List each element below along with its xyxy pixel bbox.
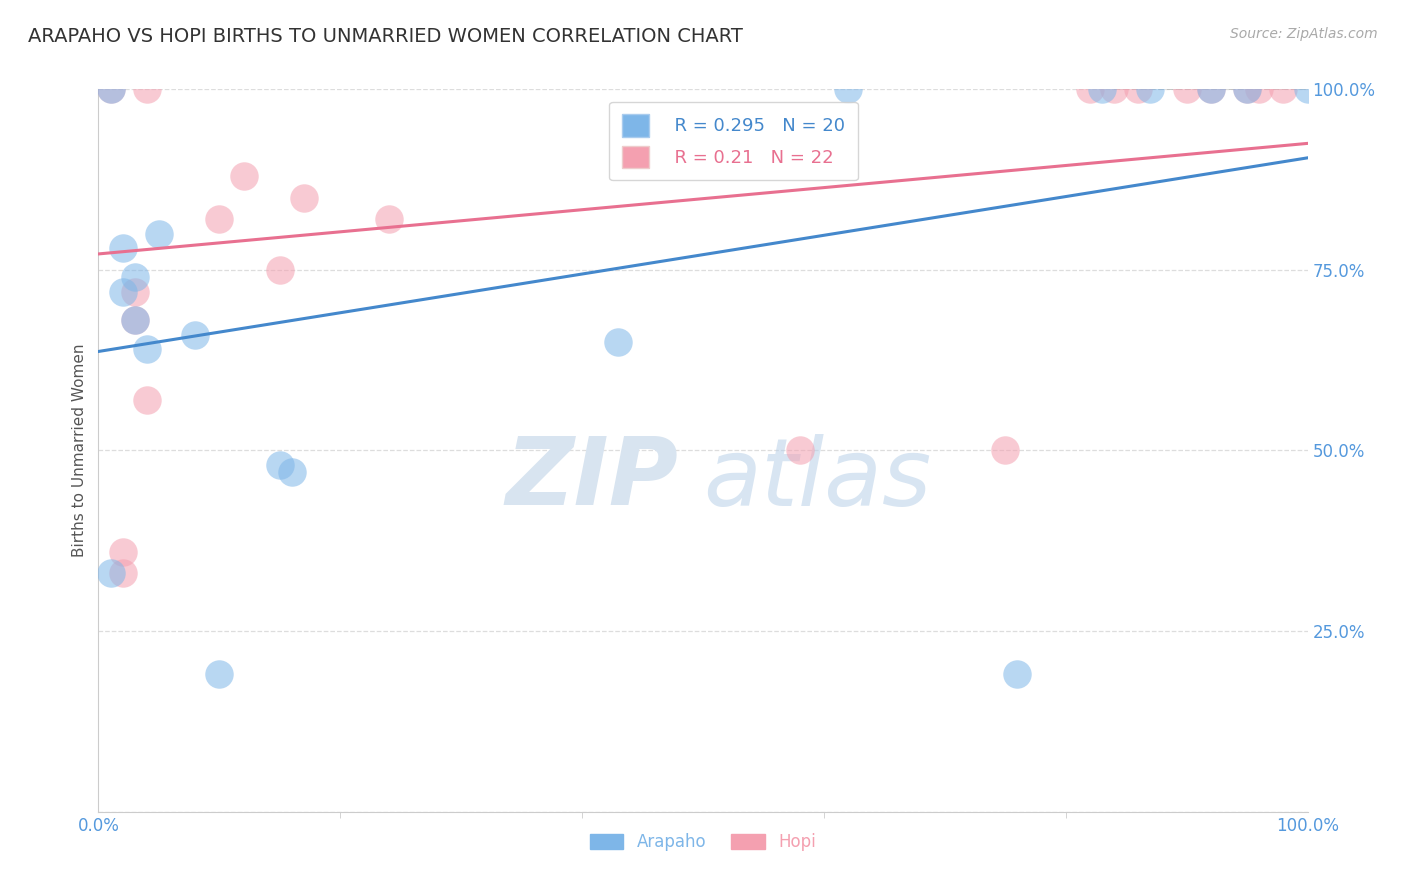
Point (1272, 82, 1295, 96)
Point (1139, 82, 1161, 96)
Point (1078, 82, 1101, 96)
Point (1236, 82, 1258, 96)
Point (124, 270, 146, 285)
Point (994, 443, 1017, 458)
Text: atlas: atlas (703, 434, 931, 524)
Point (111, 566, 134, 581)
Point (208, 212, 231, 227)
Point (111, 285, 134, 299)
Point (100, 82, 122, 96)
Legend: Arapaho, Hopi: Arapaho, Hopi (583, 826, 823, 857)
Point (607, 334, 630, 349)
Point (789, 443, 811, 458)
Point (232, 169, 254, 183)
Text: Source: ZipAtlas.com: Source: ZipAtlas.com (1230, 27, 1378, 41)
Point (111, 544, 134, 558)
Point (184, 327, 207, 342)
Point (208, 667, 231, 681)
Point (292, 191, 315, 205)
Point (124, 313, 146, 327)
Point (269, 458, 291, 472)
Y-axis label: Births to Unmarried Women: Births to Unmarried Women (72, 343, 87, 558)
Point (1007, 667, 1029, 681)
Point (135, 392, 157, 407)
Point (135, 82, 157, 96)
Point (377, 212, 399, 227)
Point (1091, 82, 1114, 96)
Point (1102, 82, 1125, 96)
Point (124, 313, 146, 327)
Point (269, 262, 291, 277)
Text: ZIP: ZIP (506, 434, 679, 525)
Point (1128, 82, 1150, 96)
Point (1199, 82, 1222, 96)
Point (1296, 82, 1319, 96)
Point (281, 465, 304, 479)
Text: ARAPAHO VS HOPI BIRTHS TO UNMARRIED WOMEN CORRELATION CHART: ARAPAHO VS HOPI BIRTHS TO UNMARRIED WOME… (28, 27, 742, 45)
Point (148, 227, 170, 241)
Point (1199, 82, 1222, 96)
Point (135, 343, 157, 357)
Point (124, 285, 146, 299)
Point (1175, 82, 1198, 96)
Point (100, 82, 122, 96)
Point (1236, 82, 1258, 96)
Point (100, 566, 122, 581)
Point (1249, 82, 1271, 96)
Point (111, 241, 134, 255)
Point (837, 82, 859, 96)
